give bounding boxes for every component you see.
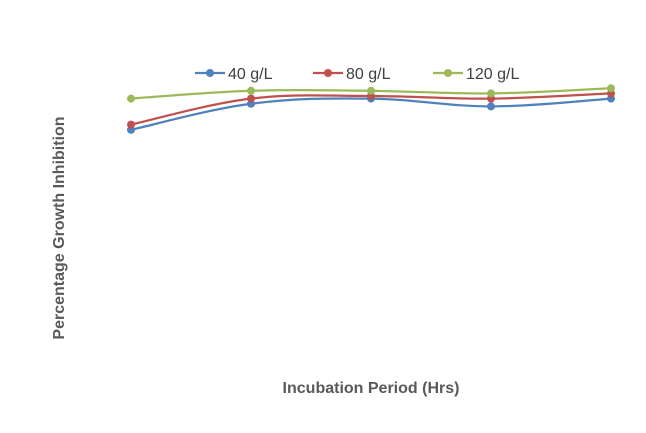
data-point-80-g-l-1 — [127, 120, 135, 129]
data-point-120-g-l-4 — [487, 89, 495, 98]
data-point-120-g-l-5 — [607, 84, 615, 93]
plot-area — [127, 84, 615, 134]
data-point-120-g-l-3 — [367, 86, 375, 95]
legend-item-40-g-l: 40 g/L — [195, 66, 273, 83]
legend-item-120-g-l: 120 g/L — [433, 66, 519, 83]
data-point-120-g-l-2 — [247, 86, 255, 95]
legend-label: 80 g/L — [346, 66, 391, 83]
series-120-g-l — [127, 84, 615, 103]
x-axis-title: Incubation Period (Hrs) — [283, 380, 460, 397]
y-axis-title: Percentage Growth Inhibition — [51, 116, 68, 339]
legend-swatch-marker — [206, 69, 214, 77]
legend-label: 120 g/L — [466, 66, 519, 83]
data-point-40-g-l-4 — [487, 102, 495, 111]
series-40-g-l — [127, 94, 615, 134]
legend-item-80-g-l: 80 g/L — [313, 66, 391, 83]
data-point-80-g-l-2 — [247, 94, 255, 103]
legend-label: 40 g/L — [228, 66, 273, 83]
legend: 40 g/L 80 g/L 120 g/L — [195, 66, 519, 83]
series-line-40-g-l — [130, 97, 612, 131]
data-point-120-g-l-1 — [127, 94, 135, 103]
series-80-g-l — [127, 89, 615, 129]
legend-swatch-marker — [324, 69, 332, 77]
legend-swatch-marker — [444, 69, 452, 77]
